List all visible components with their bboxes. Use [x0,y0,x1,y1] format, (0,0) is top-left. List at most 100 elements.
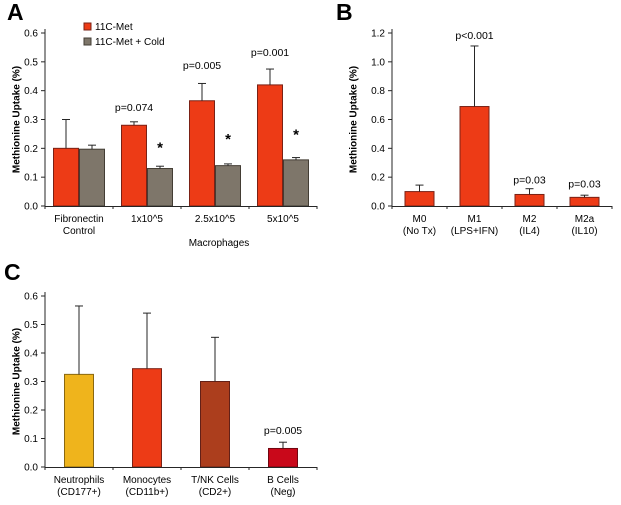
axes-group [41,29,318,209]
panel-a-letter: A [7,0,24,25]
error-bars-group [62,68,300,169]
x-category-label: (Neg) [270,487,295,498]
p-value-label: p=0.03 [513,175,546,187]
bar [132,368,162,468]
panel-c-chart: 0.0 0.1 0.2 0.3 0.4 0.5 0.6 Neutrophils(CD177+)… [24,292,318,499]
y-tick-label: 0.5 [24,320,38,331]
y-tick-label: 1.0 [371,57,385,68]
y-tick-label: 0.1 [24,173,38,184]
panel-b: 0.0 0.2 0.4 0.6 0.8 1.0 1.2 M0 (No Tx) M1 (LPS+IFN… [310,0,621,255]
x-category-label: M2 [523,214,537,225]
x-category-label: Fibronectin [54,214,103,225]
x-category-label: M0 [413,214,427,225]
x-category-label: 1x10^5 [131,214,163,225]
x-category-label: (LPS+IFN) [451,226,499,237]
labels-group: 0.0 0.2 0.4 0.6 0.8 1.0 1.2 M0(No Tx) M1(LPS+IFN… [371,29,597,238]
y-tick-label: 0.8 [371,86,385,97]
p-value-label: p=0.005 [264,425,302,437]
p-value-label: p=0.005 [183,60,221,72]
y-tick-label: 0.2 [24,406,38,417]
x-category-label: 5x10^5 [267,214,299,225]
bar [79,148,105,207]
bars-group [404,106,600,207]
p-value-label: p=0.001 [251,47,289,59]
y-tick-label: 0.6 [24,292,38,303]
y-tick-label: 0.0 [24,202,38,213]
labels-group: 0.0 0.1 0.2 0.3 0.4 0.5 0.6 Neutrophils(CD177+)… [24,292,299,499]
significance-star: * [293,127,299,144]
y-tick-label: 0.4 [371,144,385,155]
panel-b-y-axis-label: Methionine Uptake (%) [348,65,360,174]
y-tick-label: 0.2 [371,173,385,184]
x-category-label: T/NK Cells [191,475,239,486]
y-tick-label: 0.4 [24,349,38,360]
y-tick-label: 1.2 [371,29,385,40]
x-category-label: Monocytes [123,475,171,486]
legend: 11C-Met 11C-Met + Cold [83,22,165,48]
bar [268,447,298,468]
y-tick-label: 0.5 [24,57,38,68]
error-bars-group [75,305,287,449]
p-value-label: p=0.074 [115,102,153,114]
axes-group [388,29,613,209]
legend-label: 11C-Met + Cold [95,37,165,48]
x-category-label: (IL10) [571,226,597,237]
x-category-label: M1 [468,214,482,225]
x-category-label: (No Tx) [403,226,436,237]
x-category-label: (CD177+) [57,487,101,498]
x-group-label: Macrophages [189,238,250,249]
annotations-group: p<0.001 p=0.03 p=0.03 [455,30,600,190]
x-category-label: M2a [575,214,595,225]
p-value-label: p<0.001 [455,30,493,42]
bar [121,124,147,207]
y-tick-label: 0.2 [24,144,38,155]
x-category-label: 2.5x10^5 [195,214,236,225]
bar [569,196,600,207]
bar [53,147,79,207]
bar [147,168,173,207]
legend-marker [83,22,92,31]
bar [189,100,215,207]
panel-c: 0.0 0.1 0.2 0.3 0.4 0.5 0.6 Neutrophils (CD177+)… [0,255,330,505]
panel-a: 0.0 0.1 0.2 0.3 0.4 0.5 0.6 Fibronectin Control 1… [0,0,330,255]
error-bars-group [415,45,589,198]
x-category-label: (IL4) [519,226,540,237]
bar [514,193,545,207]
y-tick-label: 0.1 [24,434,38,445]
bar [64,373,94,468]
annotations-group: p=0.074 p=0.005 p=0.001 * * * [115,47,299,157]
x-category-label: B Cells [267,475,299,486]
panel-b-chart: 0.0 0.2 0.4 0.6 0.8 1.0 1.2 M0(No Tx) M1(LPS+IFN… [371,29,613,238]
x-category-label: (CD2+) [199,487,232,498]
bars-group [64,368,298,468]
x-category-label: (CD11b+) [126,487,169,498]
legend-marker [83,37,92,46]
panel-c-letter: C [4,259,21,285]
panel-a-y-axis-label: Methionine Uptake (%) [11,65,23,174]
bar [215,165,241,207]
significance-star: * [157,140,163,157]
y-tick-label: 0.3 [24,377,38,388]
y-tick-label: 0.6 [371,115,385,126]
bar [459,106,490,207]
bar [404,191,435,207]
y-tick-label: 0.0 [24,463,38,474]
annotations-group: p=0.005 [264,425,302,437]
panel-c-y-axis-label: Methionine Uptake (%) [11,327,23,436]
y-tick-label: 0.6 [24,29,38,40]
x-category-label: Neutrophils [54,475,105,486]
bar [283,159,309,207]
p-value-label: p=0.03 [568,178,601,190]
y-tick-label: 0.4 [24,86,38,97]
bar [200,381,230,468]
axes-group [41,292,318,470]
panel-b-letter: B [336,0,353,25]
y-tick-label: 0.3 [24,115,38,126]
legend-label: 11C-Met [95,22,133,33]
y-tick-label: 0.0 [371,202,385,213]
x-category-label: Control [63,226,95,237]
bar [257,84,283,207]
